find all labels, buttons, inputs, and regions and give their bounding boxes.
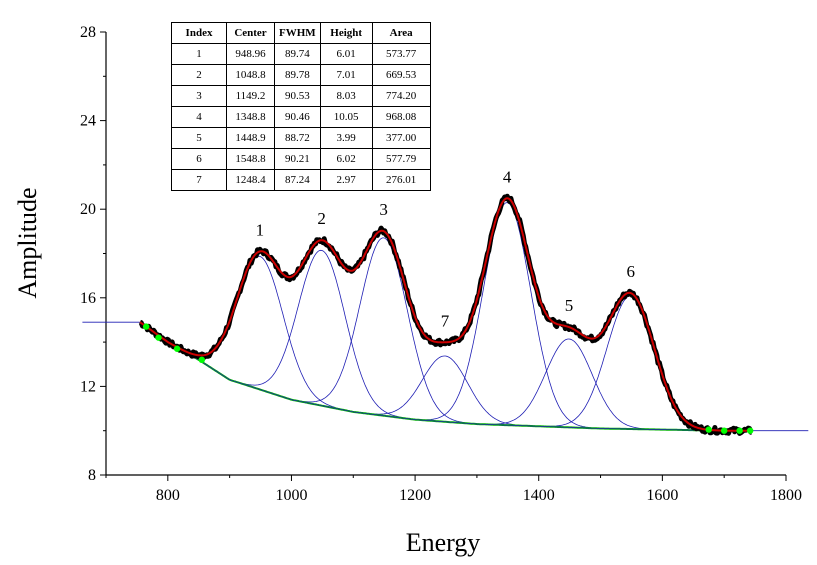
baseline-anchor-point [720, 427, 728, 434]
x-tick-label: 1000 [275, 487, 307, 504]
table-row: 1 948.96 89.74 6.01 573.77 [171, 43, 431, 65]
baseline-anchor-point [142, 323, 150, 330]
table-cell: 87.24 [274, 169, 321, 191]
table-cell: 6.02 [319, 148, 373, 170]
table-cell: 7 [171, 169, 227, 191]
x-tick-label: 1200 [399, 487, 431, 504]
peak-parameters-table: Index Center FWHM Height Area 1 948.96 89.74 6.… [171, 22, 431, 191]
table-cell: 89.78 [274, 64, 321, 86]
peak-curve-5 [393, 338, 744, 432]
table-header-height: Height [319, 22, 373, 44]
table-header-center: Center [226, 22, 275, 44]
table-cell: 1 [171, 43, 227, 65]
table-cell: 6.01 [319, 43, 373, 65]
table-header-area: Area [371, 22, 431, 44]
peak-label-5: 5 [565, 296, 574, 315]
table-cell: 6 [171, 148, 227, 170]
peak-label-3: 3 [379, 200, 388, 219]
peak-label-4: 4 [503, 167, 512, 186]
table-cell: 948.96 [226, 43, 275, 65]
table-cell: 4 [171, 106, 227, 128]
table-cell: 1248.4 [226, 169, 275, 191]
peak-label-7: 7 [441, 311, 450, 330]
fit-curve [139, 197, 752, 432]
table-cell: 90.46 [274, 106, 321, 128]
table-row: 6 1548.8 90.21 6.02 577.79 [171, 148, 431, 170]
curves [82, 193, 809, 436]
table-cell: 577.79 [371, 148, 431, 170]
table-cell: 968.08 [371, 106, 431, 128]
table-cell: 5 [171, 127, 227, 149]
x-tick-label: 1600 [646, 487, 678, 504]
table-cell: 1548.8 [226, 148, 275, 170]
table-cell: 1348.8 [226, 106, 275, 128]
table-cell: 1048.8 [226, 64, 275, 86]
y-tick-label: 8 [88, 467, 96, 484]
table-cell: 7.01 [319, 64, 373, 86]
peak-curve-6 [452, 295, 809, 432]
table-header-row: Index Center FWHM Height Area [171, 22, 431, 44]
peak-label-2: 2 [317, 209, 326, 228]
table-cell: 774.20 [371, 85, 431, 107]
baseline-anchor-point [705, 426, 712, 433]
y-tick-label: 16 [80, 290, 96, 307]
x-axis-title: Energy [406, 528, 481, 557]
table-cell: 2 [171, 64, 227, 86]
baseline-anchor-point [173, 345, 181, 352]
table-body: 1 948.96 89.74 6.01 573.77 2 1048.8 89.78 7.01 66… [171, 43, 431, 191]
y-axis-title: Amplitude [13, 187, 42, 298]
table-row: 7 1248.4 87.24 2.97 276.01 [171, 169, 431, 191]
x-tick-label: 800 [156, 487, 180, 504]
peak-curve-1 [82, 255, 438, 422]
peak-curve-7 [272, 355, 618, 430]
table-cell: 10.05 [319, 106, 373, 128]
table-header-fwhm: FWHM [274, 22, 321, 44]
table-row: 5 1448.9 88.72 3.99 377.00 [171, 127, 431, 149]
table-cell: 90.21 [274, 148, 321, 170]
table-cell: 573.77 [371, 43, 431, 65]
table-cell: 89.74 [274, 43, 321, 65]
peak-curve-4 [328, 202, 686, 431]
table-cell: 1149.2 [226, 85, 275, 107]
y-tick-label: 20 [80, 201, 96, 218]
labels: 1 2 3 4 5 6 7 [256, 167, 635, 330]
baseline-anchor-point [736, 427, 743, 434]
baseline-anchor-point [155, 334, 162, 341]
peak-curve-2 [143, 249, 499, 426]
table-row: 2 1048.8 89.78 7.01 669.53 [171, 64, 431, 86]
baseline-anchor-point [746, 427, 754, 434]
table-row: 4 1348.8 90.46 10.05 968.08 [171, 106, 431, 128]
peak-curve-3 [204, 237, 562, 428]
table-cell: 2.97 [319, 169, 373, 191]
table-cell: 1448.9 [226, 127, 275, 149]
table-header-index: Index [171, 22, 227, 44]
peak-label-6: 6 [626, 262, 635, 281]
peak-label-1: 1 [256, 220, 265, 239]
y-tick-label: 12 [80, 378, 96, 395]
y-tick-label: 24 [80, 113, 96, 130]
table-cell: 88.72 [274, 127, 321, 149]
table-cell: 669.53 [371, 64, 431, 86]
y-tick-label: 28 [80, 24, 96, 41]
baseline-anchor-point [198, 356, 206, 364]
x-tick-label: 1800 [770, 487, 802, 504]
table-cell: 90.53 [274, 85, 321, 107]
x-tick-label: 1400 [523, 487, 555, 504]
table-cell: 3 [171, 85, 227, 107]
table-cell: 276.01 [371, 169, 431, 191]
table-cell: 377.00 [371, 127, 431, 149]
table-cell: 3.99 [319, 127, 373, 149]
baseline-overlay [139, 321, 752, 432]
table-cell: 8.03 [319, 85, 373, 107]
table-row: 3 1149.2 90.53 8.03 774.20 [171, 85, 431, 107]
